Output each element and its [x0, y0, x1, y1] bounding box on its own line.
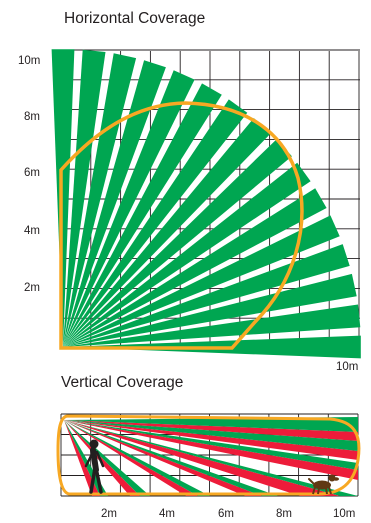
v-beam-green	[64, 420, 150, 496]
h-beam	[63, 49, 106, 347]
v-xtick-2m: 2m	[101, 508, 117, 520]
horizontal-coverage-outline	[59, 101, 304, 350]
v-beam-green	[64, 420, 278, 496]
dog-icon	[308, 474, 339, 495]
v-beam-green	[64, 420, 358, 496]
h-beam	[63, 273, 357, 347]
v-beam-green	[64, 420, 210, 496]
person-icon	[84, 439, 105, 494]
v-beam-green	[64, 420, 358, 470]
h-beam	[63, 162, 311, 347]
horizontal-beams	[51, 49, 361, 359]
h-beam	[51, 49, 75, 347]
h-beam	[63, 99, 248, 348]
h-beam	[63, 70, 195, 348]
h-ytick-6m: 6m	[24, 167, 40, 179]
vertical-beams	[64, 417, 358, 496]
v-beam-green	[64, 420, 358, 451]
horizontal-coverage-title: Horizontal Coverage	[64, 10, 206, 27]
vertical-coverage-title: Vertical Coverage	[61, 374, 184, 391]
v-xtick-8m: 8m	[276, 508, 292, 520]
h-beam	[63, 83, 222, 348]
h-beam	[63, 53, 137, 348]
h-beam	[63, 244, 350, 347]
v-xtick-6m: 6m	[218, 508, 234, 520]
h-beam	[63, 118, 271, 347]
v-beam-green	[64, 417, 358, 432]
h-xlabel-10m: 10m	[336, 361, 359, 373]
h-beam	[63, 60, 166, 348]
v-xtick-10m: 10m	[333, 508, 356, 520]
h-beam	[63, 139, 292, 347]
v-beam-red	[64, 420, 358, 480]
h-ytick-4m: 4m	[24, 225, 40, 237]
h-beam	[63, 215, 340, 347]
h-ytick-10m: 10m	[18, 55, 41, 67]
h-ytick-2m: 2m	[24, 282, 40, 294]
v-beam-red	[64, 420, 358, 460]
h-beam	[63, 188, 327, 347]
h-ytick-8m: 8m	[24, 111, 40, 123]
v-xtick-4m: 4m	[159, 508, 175, 520]
h-beam	[63, 304, 361, 347]
